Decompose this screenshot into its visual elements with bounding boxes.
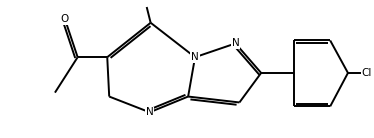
Text: N: N xyxy=(191,52,199,62)
Text: O: O xyxy=(61,14,69,24)
Text: N: N xyxy=(146,107,154,117)
Text: Cl: Cl xyxy=(362,68,372,78)
Text: N: N xyxy=(232,38,239,48)
